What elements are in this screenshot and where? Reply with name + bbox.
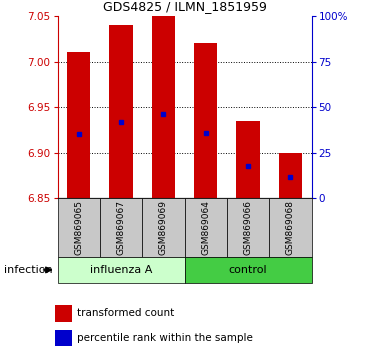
Text: GSM869065: GSM869065 — [74, 200, 83, 255]
Bar — [236, 121, 260, 198]
Bar — [56, 330, 72, 347]
Text: percentile rank within the sample: percentile rank within the sample — [77, 333, 253, 343]
Text: GSM869068: GSM869068 — [286, 200, 295, 255]
Text: infection: infection — [4, 265, 52, 275]
Bar — [185, 257, 312, 283]
Bar — [142, 198, 185, 257]
Bar — [194, 43, 217, 198]
Bar — [58, 257, 185, 283]
Text: GSM869067: GSM869067 — [116, 200, 125, 255]
Bar — [100, 198, 142, 257]
Text: control: control — [229, 265, 267, 275]
Bar — [109, 25, 133, 198]
Text: GSM869064: GSM869064 — [201, 200, 210, 255]
Text: transformed count: transformed count — [77, 308, 174, 318]
Bar — [56, 305, 72, 322]
Text: GSM869066: GSM869066 — [244, 200, 253, 255]
Bar — [185, 198, 227, 257]
Bar — [269, 198, 312, 257]
Bar — [58, 198, 100, 257]
Bar — [67, 52, 90, 198]
Text: GSM869069: GSM869069 — [159, 200, 168, 255]
Bar — [152, 14, 175, 198]
Bar — [279, 153, 302, 198]
Bar — [227, 198, 269, 257]
Text: influenza A: influenza A — [90, 265, 152, 275]
Title: GDS4825 / ILMN_1851959: GDS4825 / ILMN_1851959 — [103, 0, 266, 13]
